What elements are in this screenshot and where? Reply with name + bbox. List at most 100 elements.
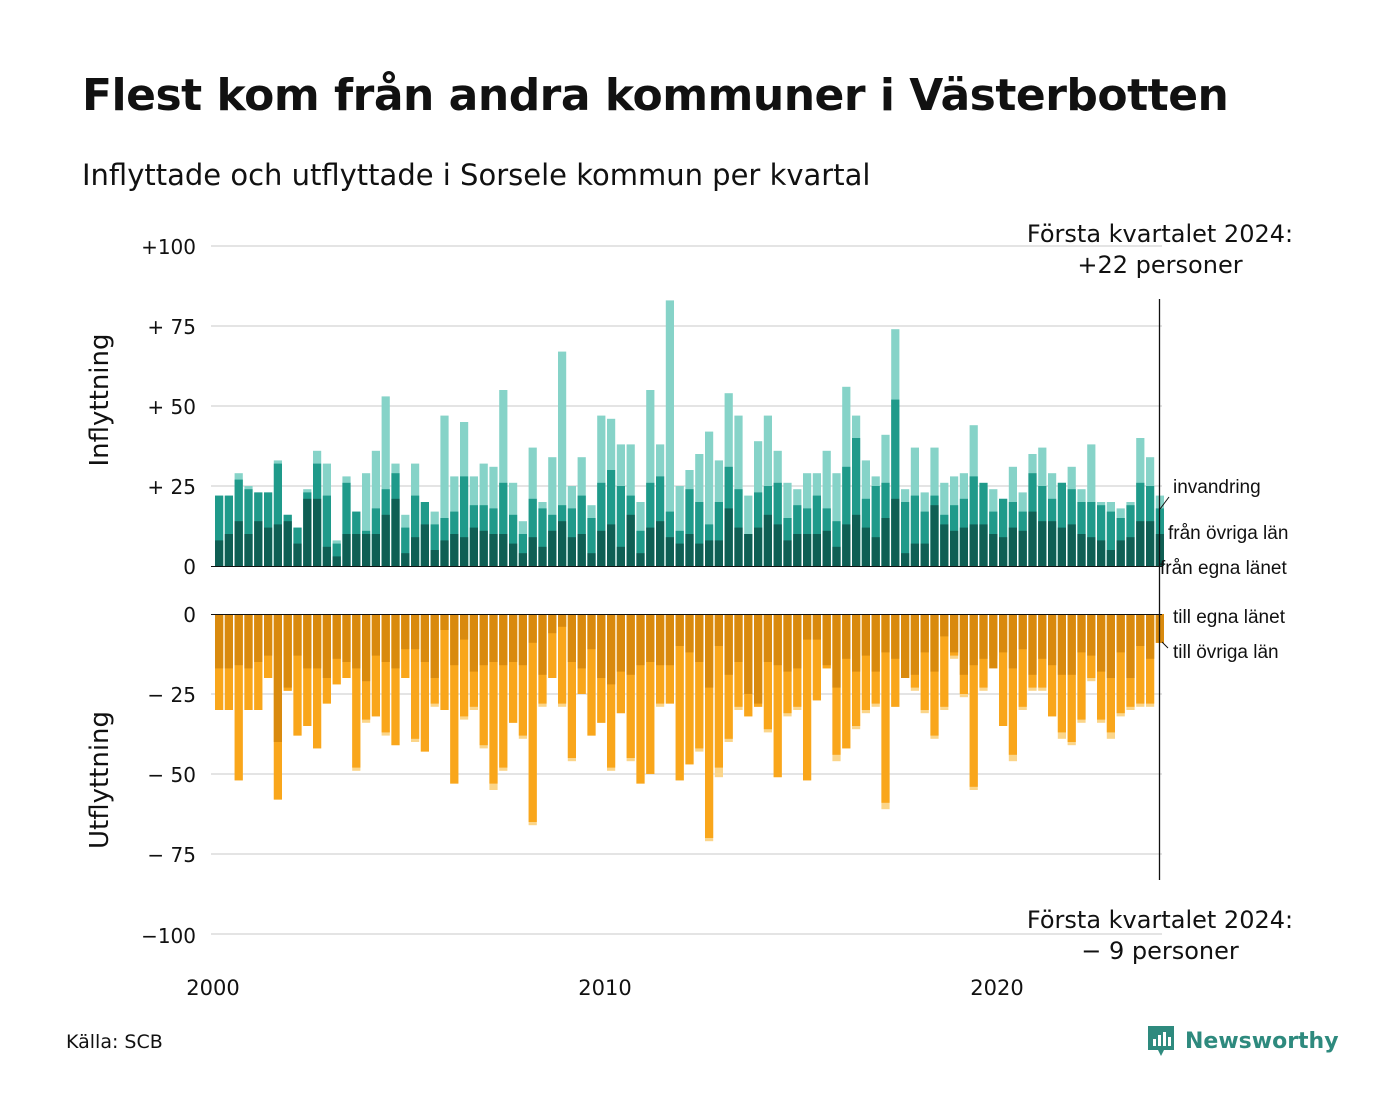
bar-from-own-county-94 [1136, 521, 1145, 566]
bar-from-own-county-14 [352, 534, 361, 566]
bar-to-other-counties-24 [450, 614, 459, 784]
bar-from-own-county-46 [665, 537, 674, 566]
bar-from-own-county-19 [401, 553, 410, 566]
bar-to-own-county-84 [1038, 614, 1047, 659]
bar-from-own-county-76 [959, 527, 968, 566]
series-label-from-own-county: från egna länet [1160, 558, 1287, 579]
bar-from-own-county-50 [705, 540, 714, 566]
bar-to-own-county-38 [587, 614, 596, 650]
bar-to-own-county-64 [842, 614, 851, 659]
bar-from-own-county-64 [842, 524, 851, 566]
bar-to-own-county-55 [754, 614, 763, 704]
bar-from-other-counties-67 [871, 486, 880, 566]
bar-to-own-county-40 [607, 614, 616, 685]
bar-to-own-county-0 [215, 614, 224, 669]
bar-from-other-counties-70 [901, 502, 910, 566]
bar-from-other-counties-30 [509, 514, 518, 566]
bar-to-own-county-75 [950, 614, 959, 653]
y-axis-title-outflow: Utflyttning [85, 711, 115, 849]
bar-from-other-counties-44 [646, 482, 655, 566]
bar-from-own-county-71 [910, 543, 919, 566]
bar-from-own-county-88 [1077, 534, 1086, 566]
bar-immigration-34 [548, 457, 557, 566]
bar-to-other-counties-72 [920, 614, 929, 710]
bar-from-other-counties-64 [842, 466, 851, 566]
bar-to-own-county-81 [1008, 614, 1017, 669]
annotation-bottom-line2: − 9 personer [1081, 937, 1239, 965]
bar-to-own-county-52 [724, 614, 733, 675]
bar-from-other-counties-65 [852, 438, 861, 566]
bar-from-own-county-93 [1126, 537, 1135, 566]
bar-from-own-county-79 [989, 534, 998, 566]
bar-to-own-county-54 [744, 614, 753, 694]
bar-immigration-54 [744, 495, 753, 566]
bar-from-own-county-62 [822, 530, 831, 566]
bar-from-other-counties-37 [577, 495, 586, 566]
bar-from-own-county-30 [509, 543, 518, 566]
bar-to-own-county-47 [675, 614, 684, 646]
bar-to-other-counties-69 [891, 614, 900, 707]
bar-from-own-county-42 [626, 514, 635, 566]
bar-from-own-county-28 [489, 534, 498, 566]
bar-from-own-county-3 [244, 534, 253, 566]
bar-from-other-counties-19 [401, 527, 410, 566]
bar-from-own-county-75 [950, 530, 959, 566]
bar-immigration-50 [705, 431, 714, 566]
bar-from-other-counties-43 [636, 530, 645, 566]
bar-to-own-county-41 [616, 614, 625, 672]
y-tick-top-0: 0 [183, 555, 196, 579]
bar-from-own-county-22 [430, 550, 439, 566]
bar-from-own-county-11 [322, 546, 331, 566]
bar-to-other-counties-87 [1067, 614, 1076, 742]
bar-to-other-counties-29 [499, 614, 508, 768]
bar-from-own-county-45 [656, 521, 665, 566]
bar-from-own-county-29 [499, 534, 508, 566]
bar-from-other-counties-72 [920, 511, 929, 566]
bar-to-other-counties-88 [1077, 614, 1086, 720]
bar-immigration-47 [675, 486, 684, 566]
bar-to-other-counties-27 [479, 614, 488, 746]
bar-to-own-county-68 [881, 614, 890, 653]
bar-to-own-county-25 [460, 614, 469, 640]
bar-from-other-counties-29 [499, 482, 508, 566]
bar-to-own-county-49 [695, 614, 704, 662]
bar-from-other-counties-13 [342, 482, 351, 566]
bars [215, 300, 1164, 842]
bar-from-own-county-21 [420, 524, 429, 566]
bar-to-own-county-29 [499, 614, 508, 666]
bar-to-own-county-33 [538, 614, 547, 675]
bar-from-own-county-52 [724, 508, 733, 566]
bar-from-other-counties-71 [910, 495, 919, 566]
annotation-top-line1: Första kvartalet 2024: [1027, 220, 1293, 248]
bar-immigration-44 [646, 390, 655, 566]
bar-from-own-county-23 [440, 540, 449, 566]
label-leader-to-other-counties [1161, 641, 1169, 649]
bar-to-own-county-72 [920, 614, 929, 653]
bar-to-own-county-61 [812, 614, 821, 640]
bar-from-own-county-92 [1116, 540, 1125, 566]
bar-from-other-counties-86 [1057, 482, 1066, 566]
bar-from-other-counties-49 [695, 502, 704, 566]
bar-to-other-counties-92 [1116, 614, 1125, 714]
bar-from-own-county-78 [979, 524, 988, 566]
x-tick-2010: 2010 [578, 976, 631, 1000]
bar-to-own-county-78 [979, 614, 988, 659]
bar-to-other-counties-52 [724, 614, 733, 739]
bar-to-own-county-63 [832, 614, 841, 688]
bar-to-other-counties-73 [930, 614, 939, 736]
bar-from-own-county-17 [381, 514, 390, 566]
bar-from-other-counties-39 [597, 482, 606, 566]
bar-to-other-counties-44 [646, 614, 655, 774]
bar-from-own-county-20 [411, 537, 420, 566]
bar-from-own-county-13 [342, 534, 351, 566]
bar-to-own-county-45 [656, 614, 665, 666]
bar-to-other-counties-49 [695, 614, 704, 749]
bar-from-own-county-87 [1067, 524, 1076, 566]
y-tick-top-100: +100 [141, 235, 196, 259]
bar-from-other-counties-1 [224, 495, 233, 566]
bar-from-own-county-43 [636, 553, 645, 566]
bar-from-own-county-60 [803, 534, 812, 566]
bar-to-other-counties-74 [940, 614, 949, 707]
bar-immigration-17 [381, 396, 390, 566]
annotation-top-line2: +22 personer [1077, 251, 1242, 279]
